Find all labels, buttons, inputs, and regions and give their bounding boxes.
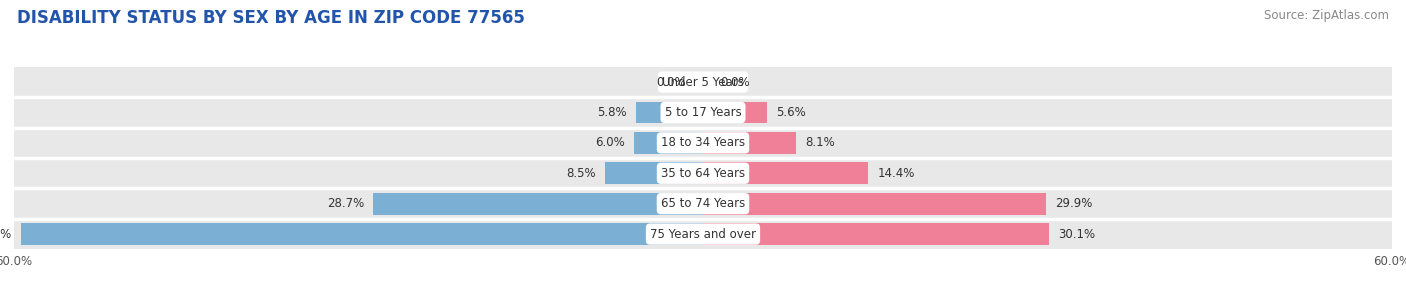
Bar (637, 102, 703, 123)
Bar (14, 219, 1392, 249)
Text: 8.5%: 8.5% (567, 167, 596, 180)
Text: 0.0%: 0.0% (657, 76, 686, 88)
Bar (703, 102, 768, 123)
Bar (703, 223, 1049, 245)
Text: DISABILITY STATUS BY SEX BY AGE IN ZIP CODE 77565: DISABILITY STATUS BY SEX BY AGE IN ZIP C… (17, 9, 524, 27)
Text: Source: ZipAtlas.com: Source: ZipAtlas.com (1264, 9, 1389, 22)
Bar (634, 132, 703, 154)
Text: 8.1%: 8.1% (806, 136, 835, 149)
Bar (374, 193, 703, 215)
Bar (703, 132, 796, 154)
Bar (21, 223, 703, 245)
Text: Under 5 Years: Under 5 Years (662, 76, 744, 88)
Text: 28.7%: 28.7% (328, 197, 364, 210)
Text: 65 to 74 Years: 65 to 74 Years (661, 197, 745, 210)
Text: 29.9%: 29.9% (1056, 197, 1092, 210)
Bar (14, 97, 1392, 128)
Bar (14, 67, 1392, 97)
Text: 6.0%: 6.0% (595, 136, 624, 149)
Bar (14, 188, 1392, 219)
Text: 0.0%: 0.0% (720, 76, 749, 88)
Text: 75 Years and over: 75 Years and over (650, 228, 756, 240)
Bar (703, 162, 869, 184)
Text: 35 to 64 Years: 35 to 64 Years (661, 167, 745, 180)
Bar (606, 162, 703, 184)
Text: 5.6%: 5.6% (776, 106, 806, 119)
Text: 18 to 34 Years: 18 to 34 Years (661, 136, 745, 149)
Text: 14.4%: 14.4% (877, 167, 915, 180)
Text: 59.4%: 59.4% (0, 228, 11, 240)
Bar (14, 158, 1392, 188)
Text: 5.8%: 5.8% (598, 106, 627, 119)
Text: 30.1%: 30.1% (1057, 228, 1095, 240)
Text: 5 to 17 Years: 5 to 17 Years (665, 106, 741, 119)
Bar (14, 128, 1392, 158)
Bar (703, 193, 1046, 215)
